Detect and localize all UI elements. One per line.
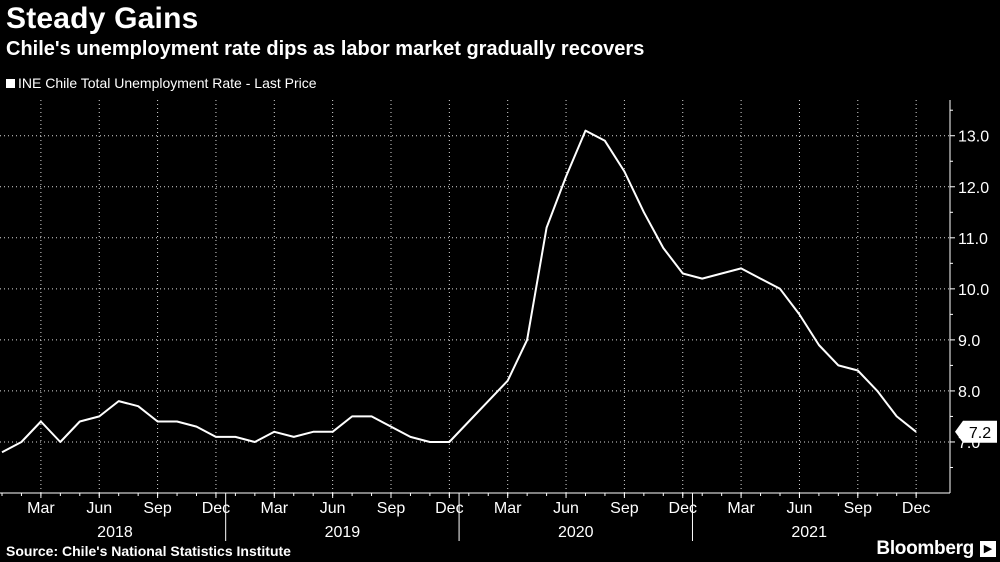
unemployment-rate-line	[1, 129, 917, 454]
x-tick-label: Dec	[435, 500, 463, 517]
year-label: 2020	[558, 524, 594, 541]
last-value-label-group: 7.2	[955, 420, 997, 443]
x-tick-label: Mar	[727, 500, 755, 517]
x-tick-label: Jun	[320, 500, 346, 517]
x-tick-label: Dec	[202, 500, 230, 517]
y-tick-label: 11.0	[958, 231, 988, 248]
legend-label: INE Chile Total Unemployment Rate - Last…	[18, 75, 317, 91]
x-tick-label: Sep	[143, 500, 172, 517]
y-tick-label: 8.0	[958, 384, 980, 401]
y-tick-label: 13.0	[958, 129, 989, 146]
gridlines	[0, 100, 950, 493]
series-group	[1, 129, 917, 454]
y-tick-label: 12.0	[958, 180, 989, 197]
legend-swatch	[6, 78, 15, 88]
source-note: Source: Chile's National Statistics Inst…	[6, 543, 291, 559]
x-tick-label: Mar	[494, 500, 522, 517]
y-axis: 7.08.09.010.011.012.013.0	[949, 100, 989, 493]
x-tick-label: Sep	[377, 500, 406, 517]
x-tick-label: Dec	[902, 500, 930, 517]
x-tick-label: Mar	[261, 500, 289, 517]
chart-title: Steady Gains	[6, 2, 199, 35]
y-tick-label: 10.0	[958, 282, 989, 299]
y-tick-label: 9.0	[958, 333, 980, 350]
chart-subtitle: Chile's unemployment rate dips as labor …	[6, 38, 645, 60]
x-tick-label: Dec	[669, 500, 697, 517]
x-tick-label: Jun	[787, 500, 813, 517]
bloomberg-badge-icon: ▶	[980, 541, 996, 557]
x-tick-label: Sep	[844, 500, 873, 517]
x-tick-label: Sep	[610, 500, 639, 517]
year-label: 2021	[791, 524, 827, 541]
x-tick-label: Mar	[27, 500, 55, 517]
x-axis: Mar Jun Sep Dec Mar Jun Sep Dec Mar Jun Sep Dec Mar J…	[0, 492, 950, 541]
year-label: 2019	[325, 524, 361, 541]
x-tick-label: Jun	[553, 500, 579, 517]
bloomberg-logo: Bloomberg	[876, 538, 974, 559]
year-label: 2018	[97, 524, 133, 541]
legend: INE Chile Total Unemployment Rate - Last…	[6, 75, 317, 91]
x-tick-label: Jun	[86, 500, 112, 517]
last-value-label: 7.2	[969, 425, 991, 442]
last-value-badge	[955, 420, 997, 443]
